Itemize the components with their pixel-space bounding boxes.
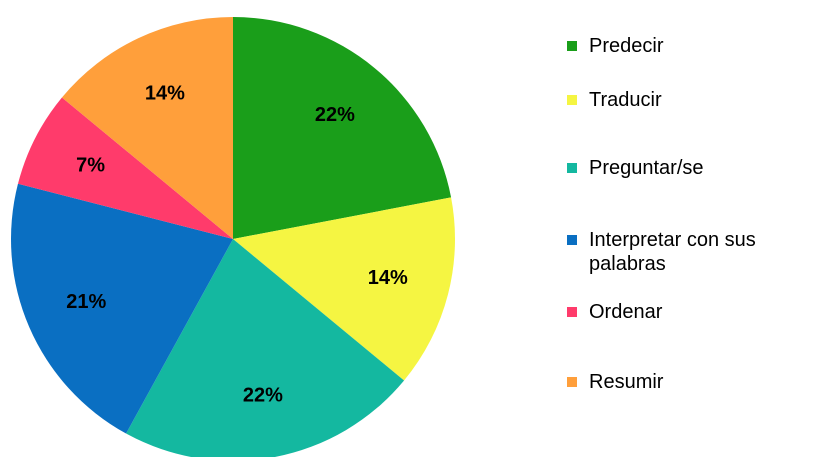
pie-slice	[126, 239, 405, 457]
legend-item: Resumir	[567, 370, 807, 394]
data-label: 7%	[76, 155, 105, 177]
legend-item: Ordenar	[567, 300, 807, 324]
pie-slice	[11, 183, 233, 434]
legend-label: Predecir	[589, 35, 664, 57]
legend-label: Interpretar con sus palabras	[589, 229, 756, 275]
data-label: 14%	[145, 83, 185, 105]
data-label: 14%	[368, 267, 408, 289]
legend-swatch	[567, 307, 577, 317]
data-label: 21%	[66, 291, 106, 313]
legend-label: Preguntar/se	[589, 157, 704, 179]
legend-item: Traducir	[567, 88, 807, 112]
legend-item: Preguntar/se	[567, 156, 807, 180]
legend-item: Interpretar con sus palabras	[567, 228, 807, 276]
pie-slice	[61, 17, 233, 239]
data-label: 22%	[315, 104, 355, 126]
pie-slice	[233, 17, 452, 239]
legend-swatch	[567, 41, 577, 51]
legend-swatch	[567, 95, 577, 105]
legend-label: Traducir	[589, 89, 662, 111]
pie-slice	[17, 97, 234, 239]
legend-item: Predecir	[567, 34, 807, 58]
legend-label: Resumir	[589, 371, 664, 393]
legend-swatch	[567, 163, 577, 173]
legend-swatch	[567, 377, 577, 387]
data-label: 22%	[243, 384, 283, 406]
legend-label: Ordenar	[589, 301, 663, 323]
legend-swatch	[567, 235, 577, 245]
pie-slice	[233, 197, 455, 381]
